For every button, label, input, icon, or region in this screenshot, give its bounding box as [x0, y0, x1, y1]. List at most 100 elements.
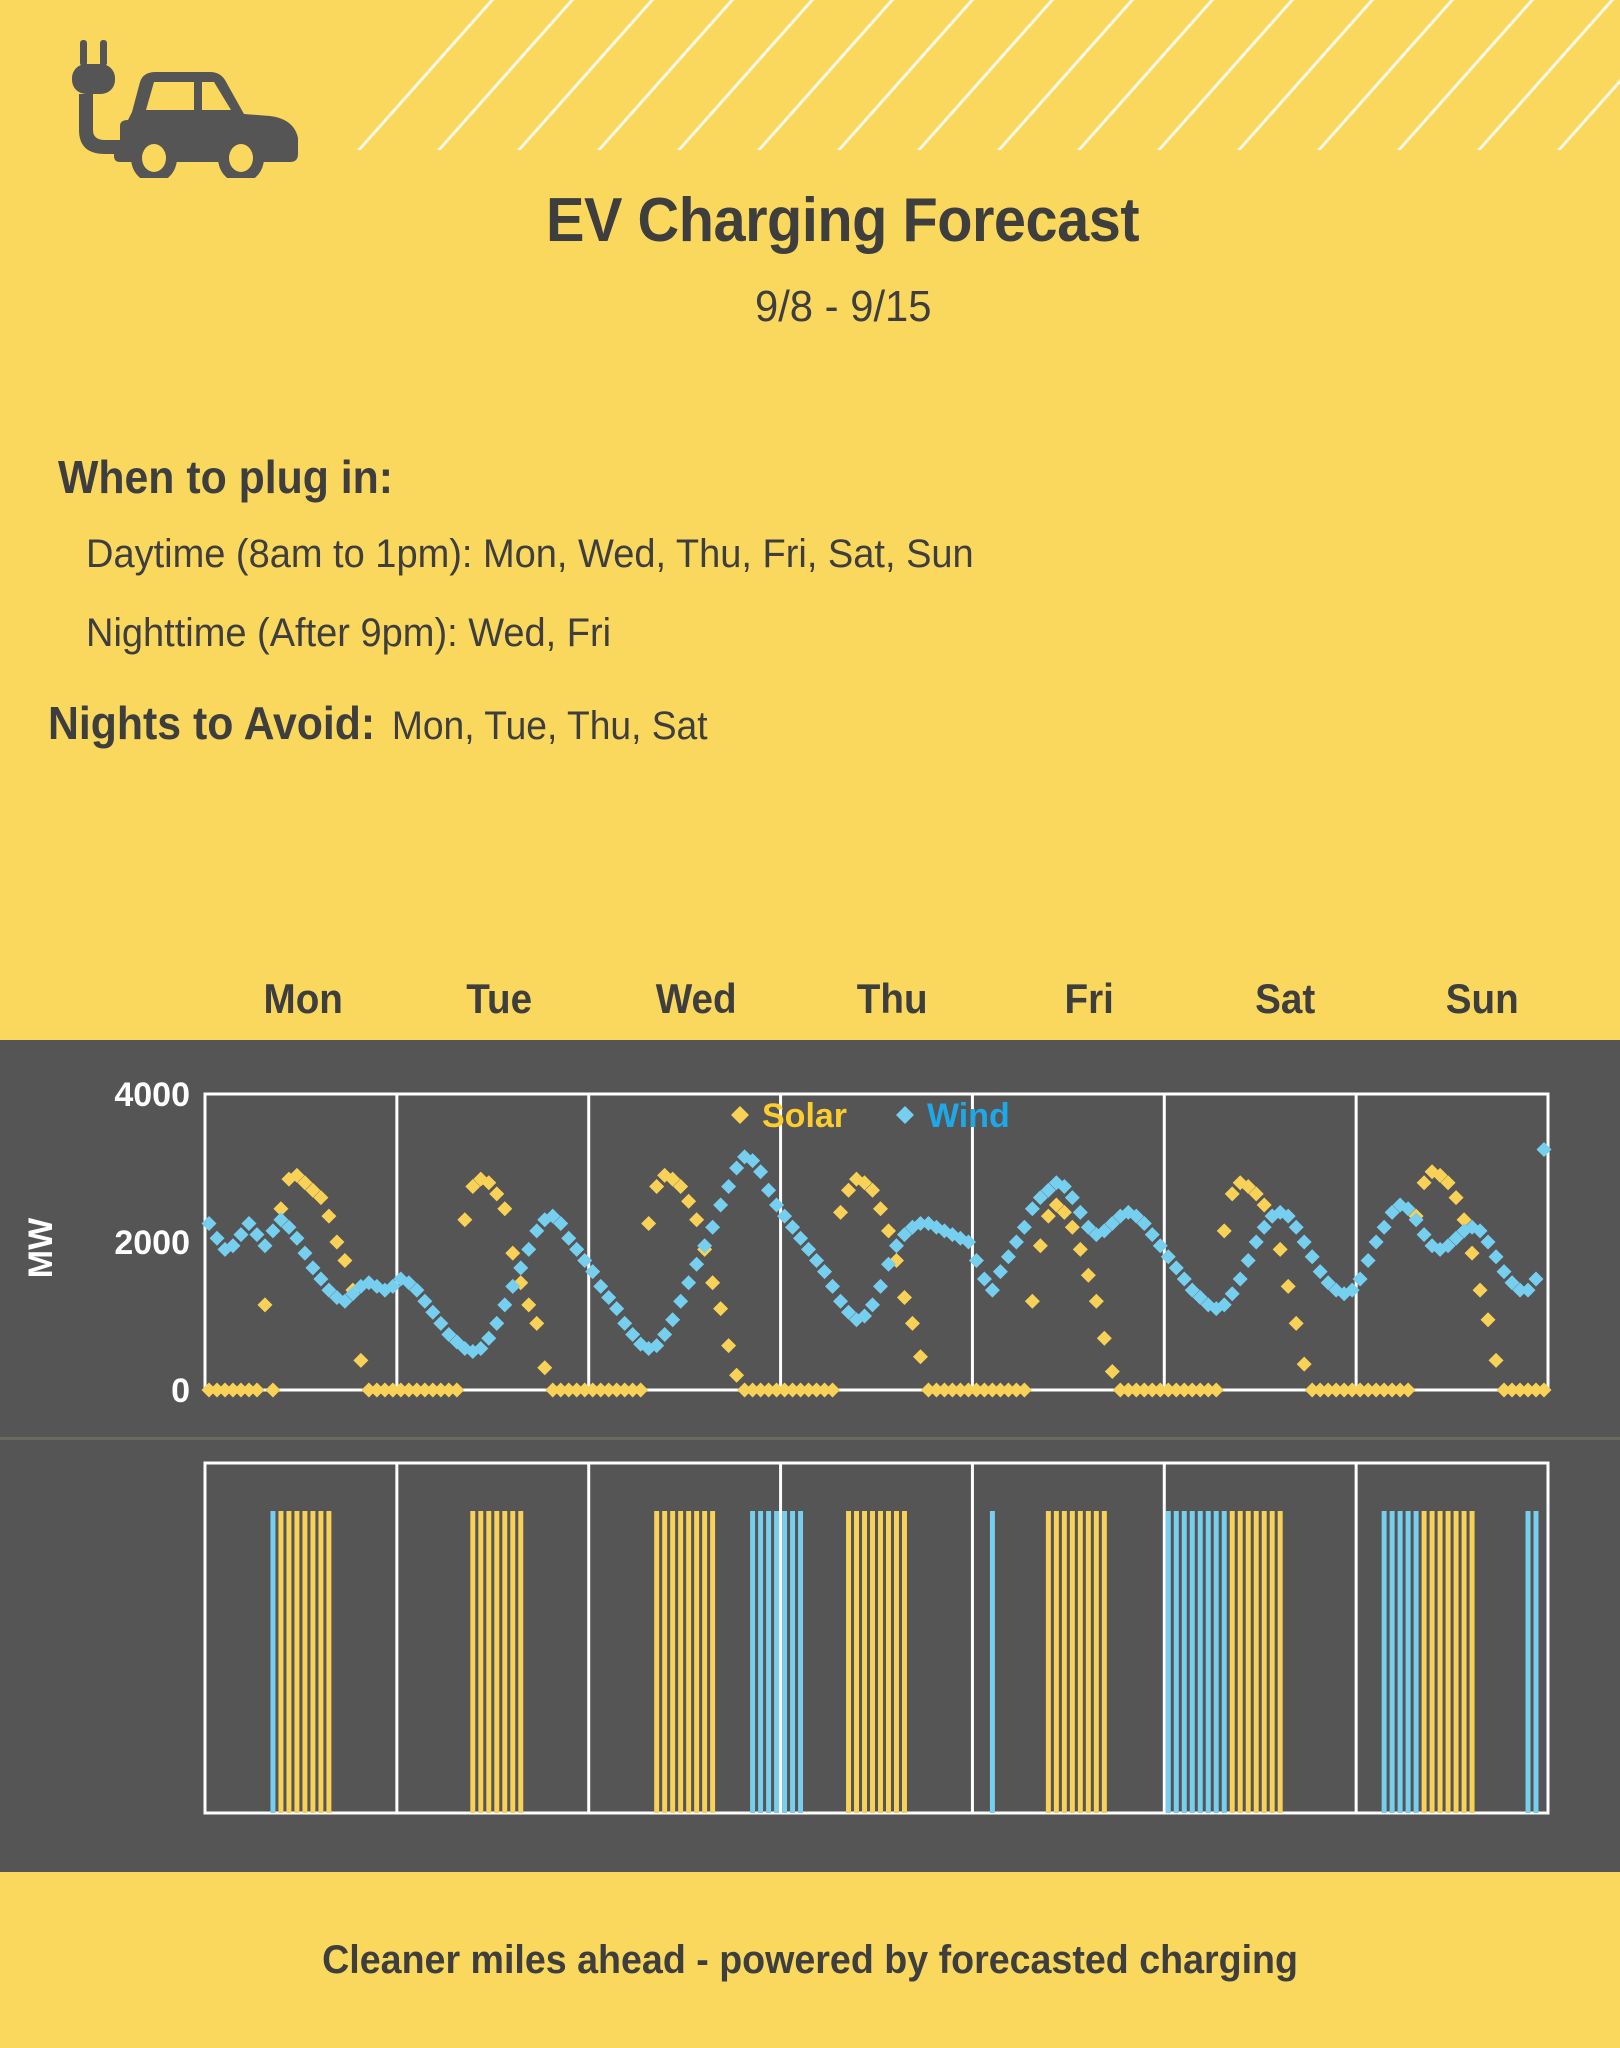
data-point: [960, 1382, 976, 1398]
charging-window-bar-solar: [1429, 1511, 1435, 1813]
data-point: [313, 1190, 329, 1206]
data-point: [465, 1179, 481, 1194]
data-point: [1272, 1241, 1288, 1257]
bar-group-sat: [1165, 1511, 1283, 1813]
data-point: [249, 1382, 265, 1398]
legend-marker-solar: [731, 1106, 749, 1124]
data-point: [737, 1149, 753, 1165]
charging-window-bar-solar: [902, 1511, 907, 1813]
data-point: [729, 1367, 745, 1383]
data-point: [609, 1382, 625, 1398]
data-point: [537, 1360, 553, 1376]
data-point: [1136, 1382, 1152, 1398]
data-point: [992, 1264, 1008, 1280]
data-point: [1368, 1234, 1384, 1250]
charging-window-bar-solar: [310, 1511, 316, 1813]
data-point: [785, 1219, 801, 1235]
data-point: [1224, 1186, 1240, 1202]
charging-window-bar-wind: [1221, 1511, 1227, 1813]
data-point: [1352, 1271, 1368, 1287]
data-point: [1384, 1204, 1400, 1220]
data-point: [1304, 1249, 1320, 1265]
data-point: [1152, 1382, 1168, 1398]
y-tick-2000: 2000: [114, 1224, 190, 1262]
charging-window-bar-wind: [1197, 1511, 1203, 1813]
day-label-mon: Mon: [263, 975, 343, 1022]
data-point: [1040, 1182, 1056, 1198]
data-point: [1184, 1282, 1200, 1298]
data-point: [577, 1253, 593, 1268]
data-point: [992, 1382, 1008, 1398]
data-point: [849, 1312, 865, 1328]
data-point: [1488, 1352, 1504, 1368]
charging-window-bar-wind: [1405, 1511, 1411, 1813]
data-point: [561, 1230, 577, 1246]
charging-window-bar-wind: [1533, 1511, 1539, 1813]
data-point: [457, 1212, 473, 1228]
data-point: [673, 1179, 689, 1194]
data-point: [1448, 1230, 1464, 1246]
data-point: [1512, 1382, 1528, 1398]
bar-group-sun: [1381, 1511, 1539, 1813]
charging-window-bar-solar: [1277, 1511, 1283, 1813]
charging-window-bar-wind: [989, 1511, 995, 1813]
data-point: [665, 1312, 681, 1328]
ev-car-plug-icon: [62, 38, 312, 178]
data-point: [513, 1260, 529, 1276]
data-point: [1088, 1293, 1104, 1309]
data-point: [1440, 1238, 1456, 1254]
data-point: [1032, 1190, 1048, 1206]
series-wind: [201, 1142, 1552, 1360]
charging-window-bar-wind: [798, 1511, 804, 1813]
data-point: [1376, 1219, 1392, 1235]
date-range: 9/8 - 9/15: [754, 282, 932, 331]
data-point: [1528, 1382, 1544, 1398]
day-label-fri: Fri: [1064, 975, 1114, 1022]
data-point: [976, 1382, 992, 1398]
data-point: [521, 1297, 537, 1313]
data-point: [1320, 1382, 1336, 1398]
data-point: [289, 1167, 305, 1183]
data-point: [1288, 1219, 1304, 1235]
charging-window-bar-wind: [1181, 1511, 1187, 1813]
data-point: [417, 1293, 433, 1309]
data-point: [225, 1238, 241, 1254]
data-point: [673, 1293, 689, 1309]
data-point: [880, 1256, 896, 1272]
charging-window-bar-solar: [1469, 1511, 1475, 1813]
charging-window-bar-chart: [0, 1455, 1620, 1860]
data-point: [745, 1382, 761, 1398]
data-point: [1400, 1201, 1416, 1217]
data-point: [1328, 1382, 1344, 1398]
data-point: [1352, 1382, 1368, 1398]
y-tick-0: 0: [171, 1372, 190, 1410]
data-point: [505, 1278, 521, 1294]
nighttime-recommendation: Nighttime (After 9pm): Wed, Fri: [86, 611, 612, 655]
data-point: [657, 1327, 673, 1342]
data-point: [305, 1260, 321, 1276]
data-point: [865, 1182, 881, 1198]
data-point: [1120, 1204, 1136, 1220]
charging-window-bar-wind: [1165, 1511, 1171, 1813]
data-point: [769, 1197, 785, 1213]
generation-scatter-chart: 0 2000 4000 MW Solar Wind: [0, 1040, 1620, 1430]
data-point: [265, 1223, 281, 1239]
bar-group-mon: [270, 1511, 332, 1813]
chart-dark-background: [0, 1040, 1620, 1872]
data-point: [1408, 1212, 1424, 1228]
charging-window-bar-wind: [782, 1511, 788, 1813]
data-point: [1152, 1238, 1168, 1254]
data-point: [345, 1286, 361, 1302]
data-point: [1200, 1382, 1216, 1398]
data-point: [1144, 1382, 1160, 1398]
data-point: [984, 1382, 1000, 1398]
data-point: [553, 1216, 569, 1231]
charging-window-bar-wind: [270, 1511, 276, 1813]
charging-window-bar-solar: [654, 1511, 660, 1813]
data-point: [1048, 1175, 1064, 1191]
data-point: [409, 1382, 425, 1398]
data-point: [880, 1223, 896, 1239]
data-point: [1192, 1382, 1208, 1398]
data-point: [201, 1216, 217, 1231]
bar-group-thu: [782, 1511, 907, 1813]
